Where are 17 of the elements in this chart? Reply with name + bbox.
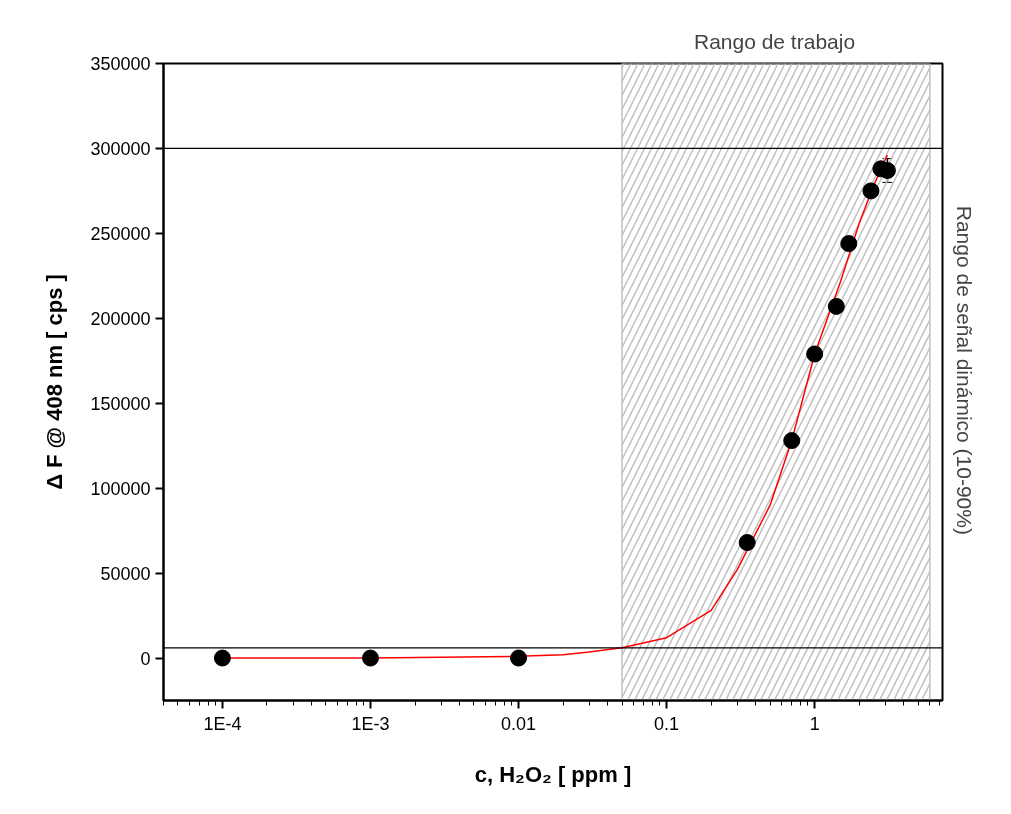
- y-tick-label: 0: [140, 648, 151, 669]
- y-tick-label: 350000: [90, 54, 151, 74]
- x-axis-title: c, H₂O₂ [ ppm ]: [474, 761, 632, 787]
- x-tick-label: 1E-3: [351, 713, 390, 734]
- y-tick-label: 100000: [90, 478, 151, 499]
- x-tick-label: 0.01: [501, 713, 537, 734]
- y-tick-label: 150000: [90, 393, 151, 414]
- y-tick-label: 250000: [90, 223, 151, 244]
- y-axis-title: Δ F @ 408 nm [ cps ]: [42, 274, 68, 490]
- y-tick-label: 300000: [90, 138, 151, 159]
- x-tick-label: 0.1: [654, 713, 680, 734]
- band-label: Rango de trabajo: [693, 29, 856, 53]
- x-tick-label: 1: [809, 713, 820, 734]
- y-tick-label: 50000: [100, 563, 151, 584]
- x-tick-label: 1E-4: [203, 713, 242, 734]
- ref-line-label: Rango de señal dinámico (10-90%): [952, 205, 976, 535]
- y-tick-label: 200000: [90, 308, 151, 329]
